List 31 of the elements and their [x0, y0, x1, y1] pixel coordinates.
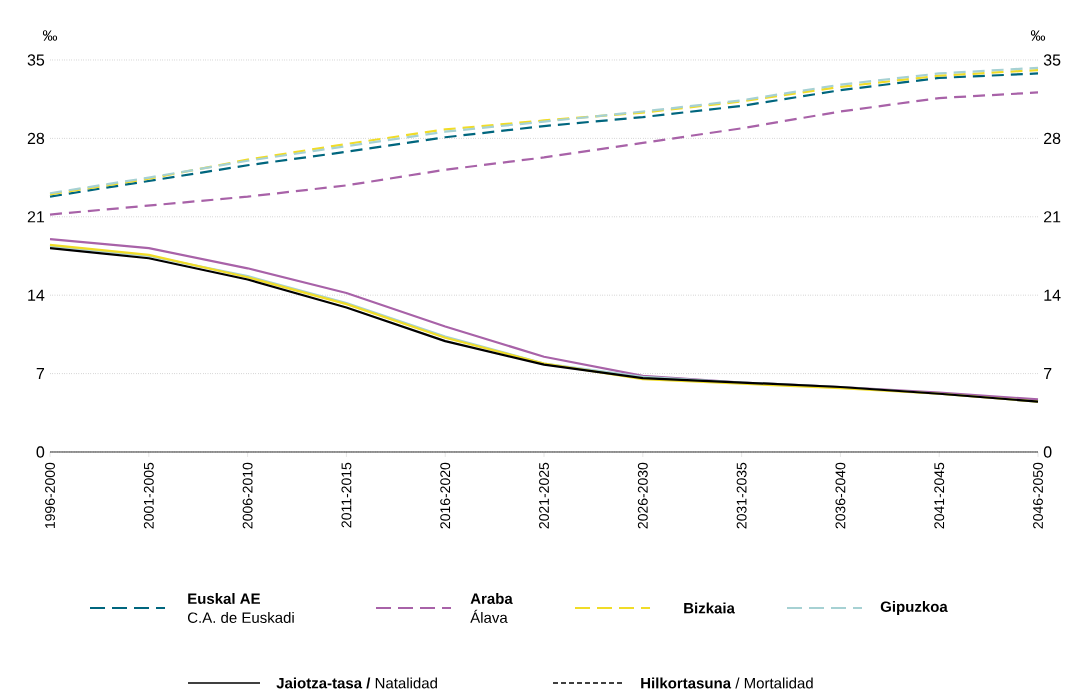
x-tick-label: 1996-2000 [45, 462, 55, 529]
x-tick-label: 2016-2020 [440, 462, 451, 529]
y-tick-label: 7 [36, 368, 45, 380]
y-tick-label: 35 [27, 54, 45, 66]
y-tick-label: 21 [27, 211, 45, 223]
x-tick-label: 2031-2035 [736, 462, 747, 529]
x-tick-label: 2011-2015 [341, 462, 352, 528]
y2-tick-label: 7 [1044, 368, 1052, 380]
text: Jaiotza-tasa / Natalidad [276, 677, 437, 689]
x-tick-label: 2021-2025 [539, 462, 549, 529]
x-tick-label: 2036-2040 [835, 462, 846, 529]
y2-tick-label: 21 [1044, 211, 1061, 223]
x-tick-label: 2026-2030 [637, 462, 648, 529]
text: Hilkortasuna / Mortalidad [641, 677, 813, 689]
y2-tick-label: 14 [1044, 289, 1061, 301]
legend-label: Bizkaia [684, 602, 735, 614]
y2-axis-title: ‰ [1030, 30, 1046, 41]
y-tick-label: 28 [27, 132, 45, 145]
x-tick-label: 2006-2010 [242, 462, 253, 529]
x-tick-label: 2046-2050 [1033, 462, 1043, 529]
y2-tick-label: 35 [1043, 54, 1061, 66]
x-tick-label: 2001-2005 [143, 462, 154, 529]
legend-label: Araba Álava [470, 592, 513, 623]
legend-label: Euskal AE C.A. de Euskadi [187, 592, 294, 623]
y-tick-label: 14 [28, 289, 45, 301]
y2-tick-label: 0 [1043, 446, 1052, 458]
x-tick-label: 2041-2045 [934, 462, 945, 529]
y-axis-title: ‰ [42, 30, 58, 41]
legend-label: Gipuzkoa [880, 600, 948, 615]
y2-tick-label: 28 [1044, 132, 1061, 145]
y-tick-label: 0 [36, 446, 45, 458]
